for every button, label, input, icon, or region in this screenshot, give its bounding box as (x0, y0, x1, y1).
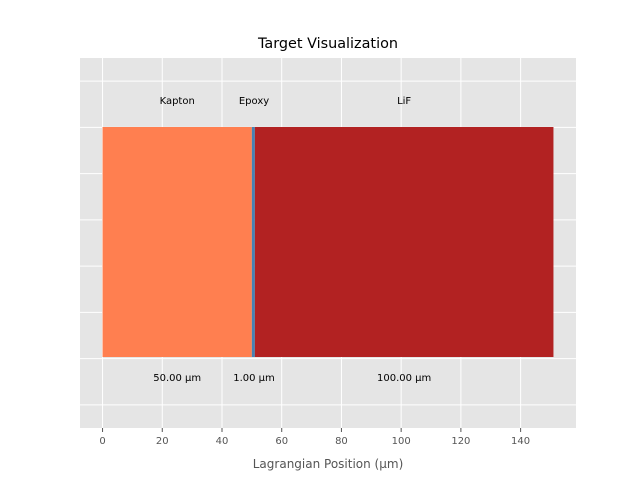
layer-name-lif: LiF (397, 96, 411, 107)
layer-bar-epoxy (251, 127, 255, 357)
layer-name-epoxy: Epoxy (239, 96, 269, 107)
layer-thickness-labels: 50.00 µm 1.00 µm 100.00 µm (153, 373, 431, 384)
x-axis-label: Lagrangian Position (µm) (253, 457, 404, 471)
layer-thickness-lif: 100.00 µm (377, 373, 431, 384)
layer-thickness-kapton: 50.00 µm (153, 373, 201, 384)
x-tick-label: 80 (335, 436, 348, 447)
x-tick-label: 0 (99, 436, 105, 447)
layer-name-labels: Kapton Epoxy LiF (160, 96, 412, 107)
x-tick-label: 60 (275, 436, 288, 447)
layer-bar-lif (254, 127, 554, 357)
chart-title: Target Visualization (257, 36, 398, 52)
x-axis-ticks: 0 20 40 60 80 100 120 140 (99, 428, 530, 447)
layer-bar-kapton (102, 127, 252, 357)
layer-thickness-epoxy: 1.00 µm (233, 373, 275, 384)
x-tick-label: 120 (451, 436, 470, 447)
x-tick-label: 100 (392, 436, 411, 447)
layer-bars (102, 127, 554, 357)
x-tick-label: 40 (216, 436, 229, 447)
x-tick-label: 20 (156, 436, 169, 447)
layer-name-kapton: Kapton (160, 96, 195, 107)
x-tick-label: 140 (511, 436, 530, 447)
